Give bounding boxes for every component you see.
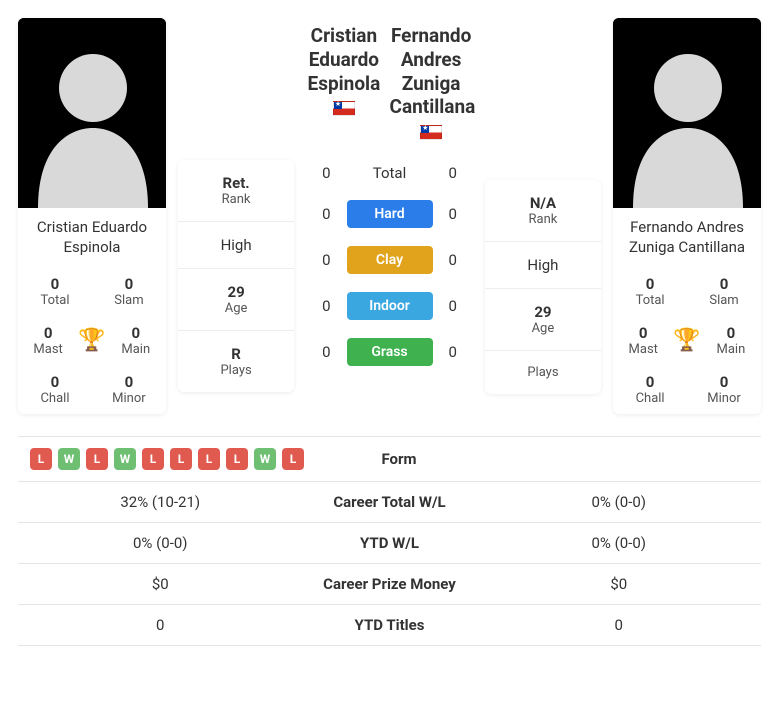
player-card-right: Fernando Andres Zuniga Cantillana 0 Tota… [613, 18, 761, 414]
flag-chile-icon [333, 101, 355, 116]
titles-grid-right: 0 Total 0 Slam 0 Mast 🏆 0 Main 0 [613, 267, 761, 414]
silhouette-icon [613, 18, 761, 208]
h2h-grass: 0 Grass 0 [306, 338, 472, 366]
row-form: LWLWLLLLWL Form [18, 437, 761, 482]
win-badge: W [58, 448, 80, 470]
stat-minor: 0 Minor [687, 365, 761, 414]
pill-grass: Grass [347, 338, 433, 366]
loss-badge: L [86, 448, 108, 470]
loss-badge: L [142, 448, 164, 470]
name-block-left: Cristian Eduardo Espinola [306, 24, 381, 120]
stat-minor: 0 Minor [92, 365, 166, 414]
stat-chall: 0 Chall [18, 365, 92, 414]
name-block-right: Fernando Andres Zuniga Cantillana [390, 24, 473, 144]
row-ytd-wl: 0% (0-0) YTD W/L 0% (0-0) [18, 523, 761, 564]
top-row: Cristian Eduardo Espinola 0 Total 0 Slam… [18, 18, 761, 414]
info-col-left: Ret. Rank High 29 Age R Plays [178, 160, 294, 392]
h2h-hard: 0 Hard 0 [306, 200, 472, 228]
loss-badge: L [226, 448, 248, 470]
info-plays: Plays [485, 350, 601, 394]
stat-chall: 0 Chall [613, 365, 687, 414]
row-prize: $0 Career Prize Money $0 [18, 564, 761, 605]
info-plays: R Plays [178, 330, 294, 392]
info-rank: N/A Rank [485, 180, 601, 241]
win-badge: W [114, 448, 136, 470]
h2h-indoor: 0 Indoor 0 [306, 292, 472, 320]
form-badges-left: LWLWLLLLWL [26, 448, 304, 470]
info-rank: Ret. Rank [178, 160, 294, 221]
info-high: High [178, 221, 294, 268]
avatar-right [613, 18, 761, 208]
silhouette-icon [18, 18, 166, 208]
avatar-left [18, 18, 166, 208]
stat-slam: 0 Slam [687, 267, 761, 316]
titles-grid-left: 0 Total 0 Slam 0 Mast 🏆 0 Main 0 [18, 267, 166, 414]
form-label: Form [304, 450, 494, 468]
stat-main: 0 Main [701, 316, 761, 365]
stat-mast: 0 Mast [613, 316, 673, 365]
flag-chile-icon [420, 125, 442, 140]
info-high: High [485, 241, 601, 288]
row-ytd-titles: 0 YTD Titles 0 [18, 605, 761, 646]
head-to-head-col: Cristian Eduardo Espinola Fernando Andre… [306, 18, 472, 384]
win-badge: W [254, 448, 276, 470]
comparison-table: LWLWLLLLWL Form 32% (10-21) Career Total… [18, 436, 761, 646]
trophy-icon: 🏆 [673, 328, 700, 353]
player-name-left: Cristian Eduardo Espinola [18, 208, 166, 267]
loss-badge: L [282, 448, 304, 470]
pill-indoor: Indoor [347, 292, 433, 320]
stat-slam: 0 Slam [92, 267, 166, 316]
loss-badge: L [30, 448, 52, 470]
big-name-right: Fernando Andres Zuniga Cantillana [390, 24, 473, 119]
h2h-total: 0 Total 0 [306, 164, 472, 182]
info-age: 29 Age [178, 268, 294, 330]
row-career-wl: 32% (10-21) Career Total W/L 0% (0-0) [18, 482, 761, 523]
info-age: 29 Age [485, 288, 601, 350]
loss-badge: L [170, 448, 192, 470]
stat-mast: 0 Mast [18, 316, 78, 365]
pill-hard: Hard [347, 200, 433, 228]
pill-clay: Clay [347, 246, 433, 274]
stat-total: 0 Total [18, 267, 92, 316]
loss-badge: L [198, 448, 220, 470]
info-col-right: N/A Rank High 29 Age Plays [485, 180, 601, 394]
name-row: Cristian Eduardo Espinola Fernando Andre… [306, 24, 472, 144]
big-name-left: Cristian Eduardo Espinola [306, 24, 381, 95]
stat-main: 0 Main [106, 316, 166, 365]
trophy-icon: 🏆 [78, 328, 105, 353]
h2h-clay: 0 Clay 0 [306, 246, 472, 274]
stat-total: 0 Total [613, 267, 687, 316]
player-name-right: Fernando Andres Zuniga Cantillana [613, 208, 761, 267]
h2h-rows: 0 Total 0 0 Hard 0 0 Clay 0 0 Indoor 0 0 [306, 146, 472, 384]
player-card-left: Cristian Eduardo Espinola 0 Total 0 Slam… [18, 18, 166, 414]
